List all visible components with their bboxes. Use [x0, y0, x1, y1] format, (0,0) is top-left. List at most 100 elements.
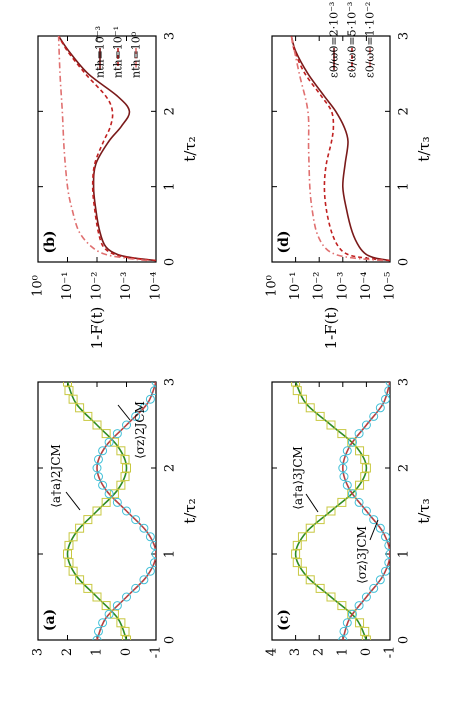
data-point-circle [381, 394, 390, 404]
data-point-circle [104, 609, 114, 619]
x-axis-label: t/τ₃ [415, 498, 433, 523]
data-point-square [92, 506, 102, 516]
y-tick-label: -1 [383, 646, 398, 659]
data-point-square [355, 618, 365, 628]
data-point-square [116, 446, 126, 456]
annotation: ⟨σz⟩3JCM [355, 526, 369, 584]
data-point-square [116, 618, 126, 628]
data-point-circle [150, 540, 156, 550]
x-axis-label: t/τ₂ [181, 498, 199, 523]
data-point-square [326, 592, 336, 602]
data-point-circle [339, 454, 349, 464]
data-point-circle [381, 532, 390, 542]
x-tick-label: 3 [397, 378, 412, 386]
x-tick-label: 0 [163, 258, 178, 266]
data-point-square [355, 480, 365, 490]
annotation-arrow [117, 404, 131, 421]
data-point-circle [342, 480, 352, 490]
panel-label: (b) [42, 230, 58, 253]
x-tick-label: 3 [163, 32, 178, 40]
data-point-square [292, 540, 302, 550]
data-point-square [75, 575, 85, 585]
y-tick-label: 1 [90, 648, 105, 656]
y-tick-label: 10⁻⁴ [149, 272, 164, 301]
data-point-square [360, 472, 370, 482]
y-tick-label: 10⁻³ [119, 272, 134, 301]
annotation-arrow [305, 493, 319, 513]
data-point-square [292, 558, 302, 568]
data-point-square [305, 403, 315, 413]
data-point-circle [339, 626, 349, 636]
data-point-square [360, 626, 370, 636]
y-tick-label: 10⁻⁴ [359, 272, 374, 301]
data-point-square [360, 454, 370, 464]
data-point-circle [139, 523, 149, 533]
data-point-square [101, 601, 111, 611]
data-layer [57, 36, 156, 262]
y-tick-label: 2 [60, 648, 75, 656]
data-point-circle [354, 601, 364, 611]
data-point-circle [381, 566, 390, 576]
data-point-circle [385, 549, 390, 559]
data-point-square [315, 515, 325, 525]
data-point-circle [92, 635, 102, 640]
data-point-square [292, 386, 302, 396]
data-point-square [101, 497, 111, 507]
y-tick-label: -1 [149, 646, 164, 659]
data-point-circle [104, 437, 114, 447]
annotation: ⟨a†a⟩3JCM [291, 446, 305, 510]
data-point-square [64, 386, 74, 396]
x-tick-label: 2 [163, 464, 178, 472]
data-point-circle [122, 506, 131, 516]
data-layer [290, 36, 390, 262]
data-point-square [116, 480, 126, 490]
legend-label: nth=10⁻³ [94, 26, 107, 78]
data-point-circle [122, 592, 131, 602]
data-point-circle [93, 626, 103, 636]
data-point-circle [338, 635, 348, 640]
data-point-circle [93, 454, 103, 464]
panel-label: (c) [276, 609, 292, 631]
data-point-circle [98, 480, 108, 490]
data-point-square [120, 472, 130, 482]
data-layer [291, 382, 390, 640]
data-point-circle [139, 575, 149, 585]
data-point-circle [150, 386, 156, 396]
panel-b: 0 1 2 3 10⁻⁴ 10⁻³ 10⁻² 10⁻¹ 10⁰ t/τ₂ 1-F(t) (b) nth=… [31, 26, 200, 349]
data-point-circle [145, 532, 155, 542]
data-point-square [315, 583, 325, 593]
series-line [96, 382, 156, 640]
y-tick-label: 10⁻¹ [288, 272, 303, 301]
data-point-circle [131, 583, 141, 593]
legend-label: nth=10⁰ [130, 31, 143, 78]
data-point-square [297, 394, 307, 404]
data-point-square [120, 626, 130, 636]
data-point-circle [338, 463, 348, 473]
x-tick-label: 3 [397, 32, 412, 40]
y-tick-label: 0 [119, 648, 134, 656]
data-point-circle [145, 394, 155, 404]
annotation-arrow [65, 491, 81, 511]
data-point-square [68, 394, 78, 404]
data-point-square [337, 429, 347, 439]
data-point-circle [112, 497, 122, 507]
data-point-circle [384, 540, 390, 550]
data-point-circle [361, 506, 371, 516]
data-point-square [64, 558, 74, 568]
data-point-circle [112, 429, 122, 439]
data-point-square [75, 403, 85, 413]
data-point-circle [98, 618, 108, 628]
series-line [341, 382, 390, 640]
data-point-square [297, 566, 307, 576]
data-point-circle [369, 411, 379, 421]
data-point-circle [151, 549, 156, 559]
legend-label: ε0/ω0=1·10⁻² [364, 2, 377, 78]
data-point-circle [139, 403, 149, 413]
panel-a: 0 1 2 3 -1 0 1 2 3 t/τ₂ (a) ⟨a†a⟩2JCM ⟨σz⟩2JCM [31, 378, 200, 658]
x-axis-label: t/τ₂ [181, 136, 199, 161]
data-point-circle [98, 446, 108, 456]
data-point-square [83, 515, 93, 525]
